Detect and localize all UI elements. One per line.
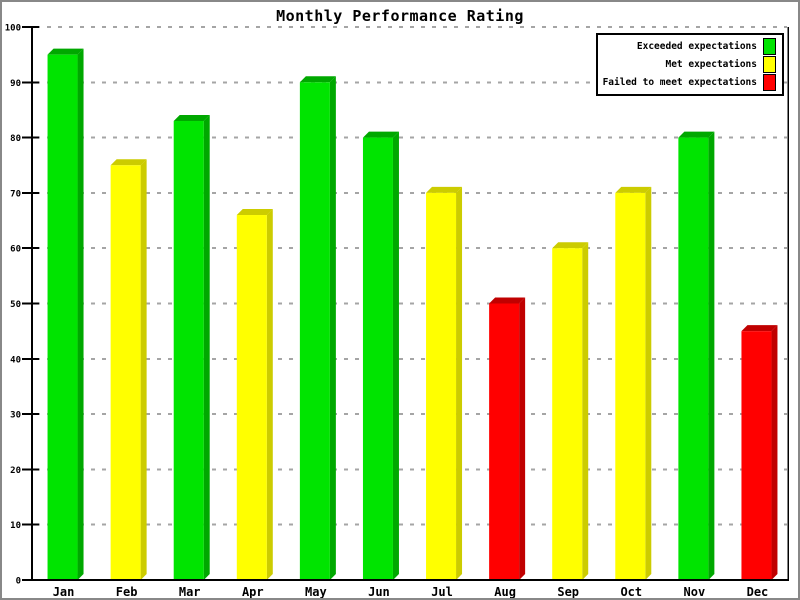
bar-apr-side <box>266 209 273 580</box>
y-tick-label-80: 80 <box>10 134 21 144</box>
bar-jun-side <box>392 131 399 580</box>
y-tick-label-60: 60 <box>10 245 21 255</box>
bar-jan-top <box>47 48 84 55</box>
y-tick-label-40: 40 <box>10 355 21 365</box>
chart-title: Monthly Performance Rating <box>276 7 524 25</box>
legend-label: Exceeded expectations <box>636 40 757 52</box>
bar-mar-side <box>203 115 210 580</box>
legend-item-failed: Failed to meet expectations <box>602 74 776 92</box>
legend-label: Failed to meet expectations <box>602 77 757 89</box>
bar-may <box>299 82 330 581</box>
legend-label: Met expectations <box>665 58 757 70</box>
y-tick-label-20: 20 <box>10 466 21 476</box>
y-tick-label-90: 90 <box>10 79 21 89</box>
y-tick-label-70: 70 <box>10 189 21 199</box>
y-tick-label-100: 100 <box>5 24 21 34</box>
bar-apr <box>236 215 267 580</box>
bar-aug-top <box>489 297 526 304</box>
x-tick-label-aug: Aug <box>494 585 516 599</box>
bar-oct-side <box>645 186 652 580</box>
x-tick-label-oct: Oct <box>620 585 642 599</box>
bar-nov-top <box>678 131 715 138</box>
x-tick-label-dec: Dec <box>747 585 769 599</box>
x-tick-label-nov: Nov <box>684 585 706 599</box>
legend-item-met: Met expectations <box>602 55 776 73</box>
bar-sep <box>552 248 583 580</box>
bar-dec-top <box>741 325 778 332</box>
bar-jan <box>47 54 78 580</box>
bar-mar-top <box>173 115 210 122</box>
bar-aug <box>489 303 520 580</box>
bar-mar <box>173 121 204 580</box>
bar-nov <box>678 137 709 580</box>
legend-swatch <box>763 74 776 92</box>
bar-feb <box>110 165 141 580</box>
bar-jun <box>362 137 393 580</box>
bar-feb-side <box>140 159 147 580</box>
y-tick-label-50: 50 <box>10 300 21 310</box>
x-tick-label-jan: Jan <box>53 585 75 599</box>
bar-apr-top <box>236 209 273 216</box>
bar-oct <box>615 192 646 580</box>
legend-item-exceeded: Exceeded expectations <box>602 37 776 55</box>
x-tick-label-jun: Jun <box>368 585 390 599</box>
bar-feb-top <box>110 159 147 166</box>
bar-jun-top <box>362 131 399 138</box>
bar-sep-top <box>552 242 589 249</box>
bar-dec <box>741 331 772 580</box>
x-tick-label-apr: Apr <box>242 585 264 599</box>
x-tick-label-mar: Mar <box>179 585 201 599</box>
bar-jul-top <box>426 186 463 193</box>
bar-jan-side <box>77 48 84 580</box>
x-tick-label-jul: Jul <box>431 585 453 599</box>
bar-sep-side <box>582 242 589 580</box>
x-tick-label-feb: Feb <box>116 585 138 599</box>
bar-jul-side <box>456 186 463 580</box>
bar-may-top <box>299 76 336 83</box>
y-tick-label-10: 10 <box>10 521 21 531</box>
bar-aug-side <box>519 297 526 580</box>
legend: Exceeded expectations Met expectations Fai… <box>596 33 784 96</box>
legend-swatch <box>763 55 776 73</box>
y-tick-label-30: 30 <box>10 411 21 421</box>
y-tick-label-0: 0 <box>16 577 21 587</box>
x-tick-label-sep: Sep <box>557 585 579 599</box>
bar-may-side <box>329 76 336 581</box>
bar-nov-side <box>708 131 715 580</box>
bar-oct-top <box>615 186 652 193</box>
bar-jul <box>426 192 457 580</box>
legend-swatch <box>763 37 776 55</box>
x-tick-label-may: May <box>305 585 327 599</box>
bar-dec-side <box>771 325 778 580</box>
